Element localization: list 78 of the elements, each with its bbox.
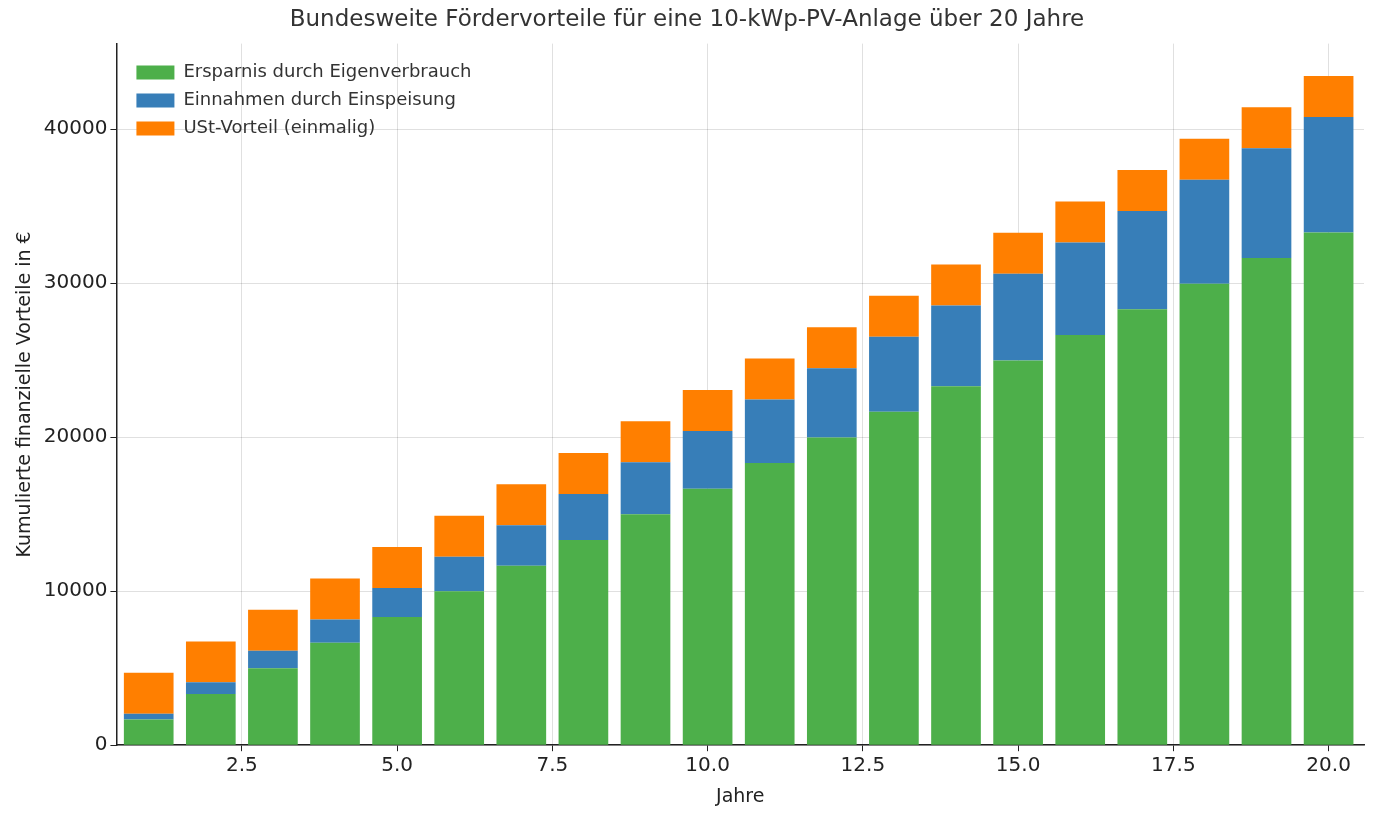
bar [682, 431, 733, 489]
bar [620, 462, 671, 515]
bar [248, 609, 298, 651]
legend-label: USt-Vorteil (einmalig) [183, 116, 376, 138]
x-tick-label: 17.5 [1151, 752, 1196, 777]
x-axis-title: Jahre [715, 783, 765, 806]
bar [1055, 201, 1106, 243]
bar [496, 484, 547, 526]
bar [1179, 283, 1230, 745]
bar [248, 668, 298, 745]
bar [806, 437, 857, 745]
bar [248, 650, 298, 669]
bar [310, 578, 360, 620]
bar [869, 411, 919, 745]
y-tick-label: 10000 [43, 577, 108, 602]
bar [1055, 242, 1106, 335]
bar [1117, 210, 1168, 310]
bar [558, 493, 609, 541]
x-tick-label: 20.0 [1306, 752, 1351, 777]
bar [682, 488, 733, 745]
bar [496, 525, 547, 566]
bar [620, 514, 671, 745]
bar [931, 305, 981, 387]
bar [123, 719, 174, 745]
x-tick-label: 7.5 [536, 752, 569, 777]
bar [1117, 309, 1168, 745]
chart-title: Bundesweite Fördervorteile für eine 10-kWp-PV-Anlage über 20 Jahre [289, 4, 1085, 31]
bar [931, 264, 981, 306]
bar [372, 547, 422, 588]
bar [993, 273, 1043, 361]
bar [1241, 107, 1292, 149]
bar [869, 295, 919, 337]
bar [310, 619, 360, 643]
bar [558, 540, 609, 745]
bar [434, 591, 485, 745]
bar [1179, 138, 1230, 180]
bar [993, 232, 1043, 274]
bar [185, 693, 236, 745]
bar [744, 358, 795, 400]
bar [993, 360, 1043, 745]
y-tick-label: 0 [94, 731, 108, 756]
bar [1241, 148, 1292, 258]
y-axis-title: Kumulierte finanzielle Vorteile in € [12, 231, 35, 558]
bar [496, 565, 547, 745]
x-tick-label: 15.0 [995, 752, 1041, 777]
bar [372, 587, 422, 617]
bar [1117, 170, 1168, 211]
x-tick-label: 10.0 [685, 752, 730, 777]
bar [310, 642, 360, 745]
bar [744, 399, 795, 464]
y-tick-label: 20000 [43, 423, 108, 448]
y-tick-label: 30000 [43, 269, 108, 294]
x-tick-label: 12.5 [840, 752, 886, 777]
x-tick-label: 5.0 [381, 752, 414, 777]
bar [620, 421, 671, 463]
bar [806, 368, 857, 438]
bar [1055, 334, 1106, 745]
legend-label: Ersparnis durch Eigenverbrauch [183, 60, 472, 82]
bar [185, 641, 236, 683]
bar [869, 336, 919, 412]
bar [123, 672, 174, 714]
bar [1241, 257, 1292, 745]
bar [1179, 179, 1230, 284]
bar [558, 452, 609, 494]
bar [1303, 116, 1354, 233]
bar [931, 386, 981, 745]
bar [434, 556, 485, 592]
bar [185, 682, 236, 694]
bar [372, 616, 422, 745]
bar [1303, 232, 1354, 745]
x-tick-label: 2.5 [225, 752, 258, 777]
bar [744, 463, 795, 745]
y-tick-label: 40000 [43, 115, 108, 140]
bar [682, 390, 733, 432]
bar [806, 327, 857, 369]
legend-label: Einnahmen durch Einspeisung [183, 88, 456, 110]
bar [434, 515, 485, 557]
bar [1303, 75, 1354, 117]
